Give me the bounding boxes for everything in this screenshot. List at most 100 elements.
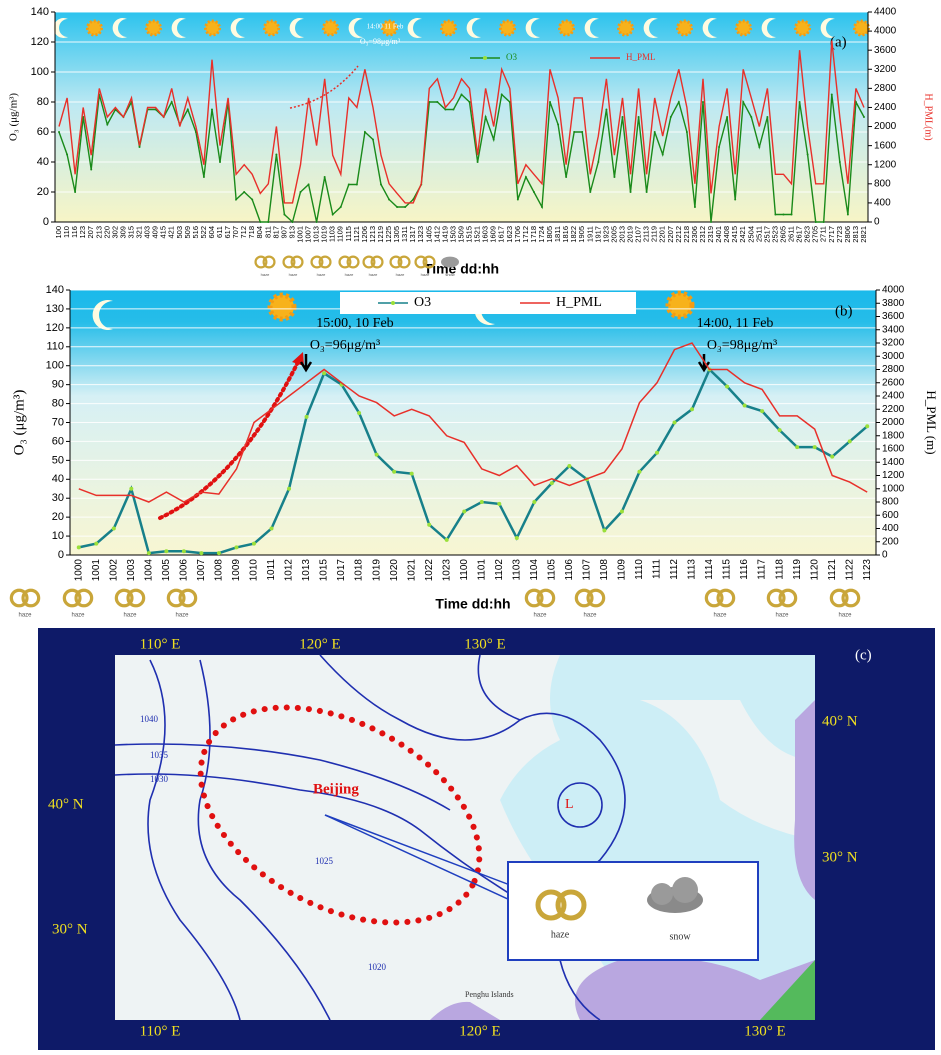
data-point [557, 123, 560, 126]
x-tick-label: 1603 [481, 226, 490, 243]
x-tick-label: 2605 [778, 226, 787, 243]
y-tick-label: 20 [52, 511, 64, 523]
y2-tick-label: 2000 [874, 121, 897, 132]
x-tick-label: 2717 [827, 226, 836, 243]
haze-icon [716, 588, 736, 608]
data-point [339, 206, 342, 208]
annotation: 14:00, 11 Feb [697, 316, 774, 331]
y-axis-title: O₃ (μg/m³) [11, 390, 27, 456]
x-tick-label: 2218 [682, 226, 691, 243]
x-tick-label: 2511 [754, 226, 763, 242]
y2-tick-label: 0 [874, 217, 880, 228]
moon-icon [230, 18, 245, 38]
data-point [654, 450, 659, 455]
y2-tick-label: 1000 [882, 483, 905, 494]
data-point [669, 116, 672, 118]
data-point [181, 549, 186, 554]
legend-marker [483, 56, 487, 60]
x-tick-label: 207 [86, 226, 95, 239]
data-point [468, 101, 471, 103]
data-point [66, 153, 69, 156]
city-label: Beijing [313, 781, 359, 797]
sun-icon [145, 19, 162, 37]
data-point [479, 500, 484, 504]
x-tick-label: 1000 [73, 559, 84, 582]
data-point [374, 452, 379, 457]
data-point [202, 176, 205, 178]
green-area [760, 960, 815, 1020]
data-point [718, 146, 721, 148]
data-point [677, 101, 680, 103]
data-point [129, 486, 134, 491]
x-tick-label: 2201 [658, 226, 667, 243]
x-tick-label: 1706 [513, 226, 522, 243]
x-tick-label: 100 [54, 226, 63, 239]
data-point [452, 108, 455, 111]
x-tick-label: 2107 [634, 226, 643, 243]
data-point [685, 131, 688, 133]
x-tick-label: 1213 [368, 226, 377, 243]
annotation: O₃=96μg/m³ [310, 338, 380, 353]
data-point [597, 161, 600, 163]
haze-icon [178, 588, 198, 608]
x-tick-label: 1019 [320, 226, 329, 243]
x-tick-label: 1001 [91, 559, 102, 582]
x-tick-label: 1004 [143, 559, 154, 582]
lon-label: 110° E [140, 1023, 181, 1039]
data-point [565, 176, 568, 178]
moon-icon [92, 300, 113, 330]
x-tick-label: 2523 [770, 226, 779, 243]
data-point [331, 213, 334, 216]
haze-icon [778, 588, 798, 608]
x-tick-label: 522 [199, 226, 208, 239]
legend-marker [391, 301, 395, 305]
weather-label: haze [18, 613, 32, 619]
haze-icon [586, 588, 606, 608]
data-point [602, 528, 607, 533]
sun-icon [499, 19, 516, 37]
haze-icon [535, 889, 587, 921]
y2-tick-label: 1600 [882, 444, 905, 455]
data-point [170, 101, 173, 103]
data-point [357, 411, 362, 416]
x-tick-label: 1118 [774, 559, 785, 580]
x-tick-label: 1617 [497, 226, 506, 243]
data-point [524, 176, 527, 178]
data-point [516, 198, 519, 201]
data-point [94, 541, 99, 546]
panel-label: (a) [830, 34, 847, 50]
y2-tick-label: 3000 [882, 351, 905, 362]
x-tick-label: 1012 [284, 559, 295, 582]
x-tick-label: 1015 [319, 559, 330, 582]
x-tick-label: 1121 [352, 226, 361, 242]
pointer-arrow [299, 354, 313, 373]
data-point [243, 191, 246, 193]
x-tick-label: 2421 [738, 226, 747, 243]
x-tick-label: 1219 [376, 226, 385, 243]
snow-icon [441, 256, 459, 268]
y-tick-label: 40 [37, 156, 49, 168]
y-axis-title: O₃ (μg/m³) [8, 93, 20, 141]
sun-icon [853, 19, 870, 37]
x-tick-label: 907 [279, 226, 288, 239]
x-tick-label: 1101 [476, 559, 487, 581]
y2-tick-label: 1200 [874, 159, 897, 170]
x-tick-label: 1724 [537, 226, 546, 243]
data-point [653, 131, 656, 133]
x-tick-label: 718 [247, 226, 256, 239]
x-tick-label: 1112 [669, 559, 680, 580]
y-tick-label: 80 [37, 96, 49, 108]
x-tick-label: 1206 [360, 226, 369, 243]
lon-label: 120° E [299, 636, 340, 652]
isobar-label: 1020 [368, 962, 387, 972]
data-point [777, 428, 782, 433]
y2-tick-label: 3600 [874, 45, 897, 56]
data-point [822, 221, 825, 223]
x-tick-label: 1013 [301, 559, 312, 582]
x-tick-label: 1317 [408, 226, 417, 243]
haze-icon [310, 255, 324, 269]
moon-icon [53, 18, 68, 38]
data-point [484, 116, 487, 118]
data-point [742, 403, 747, 408]
data-point [291, 221, 294, 223]
